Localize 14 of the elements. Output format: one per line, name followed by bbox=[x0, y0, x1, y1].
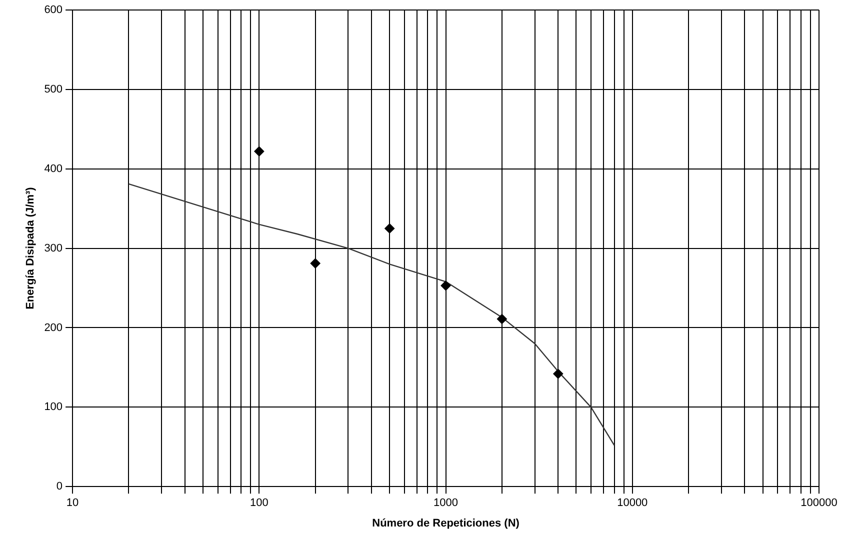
x-axis-title: Número de Repeticiones (N) bbox=[372, 517, 520, 530]
y-tick-label: 200 bbox=[44, 322, 63, 334]
y-tick-label: 500 bbox=[44, 83, 63, 96]
x-tick-label: 1000 bbox=[434, 497, 458, 510]
x-tick-label: 10 bbox=[66, 497, 79, 510]
y-tick-label: 100 bbox=[44, 401, 63, 414]
y-tick-label: 0 bbox=[56, 480, 63, 493]
x-tick-label: 10000 bbox=[617, 497, 648, 510]
x-tick-label: 100 bbox=[250, 497, 268, 510]
x-tick-label: 100000 bbox=[800, 497, 838, 510]
y-axis-title: Energía Disipada (J/m³) bbox=[24, 186, 37, 310]
y-tick-label: 600 bbox=[44, 4, 63, 16]
y-tick-label: 400 bbox=[44, 162, 63, 175]
y-tick-label: 300 bbox=[44, 242, 63, 254]
